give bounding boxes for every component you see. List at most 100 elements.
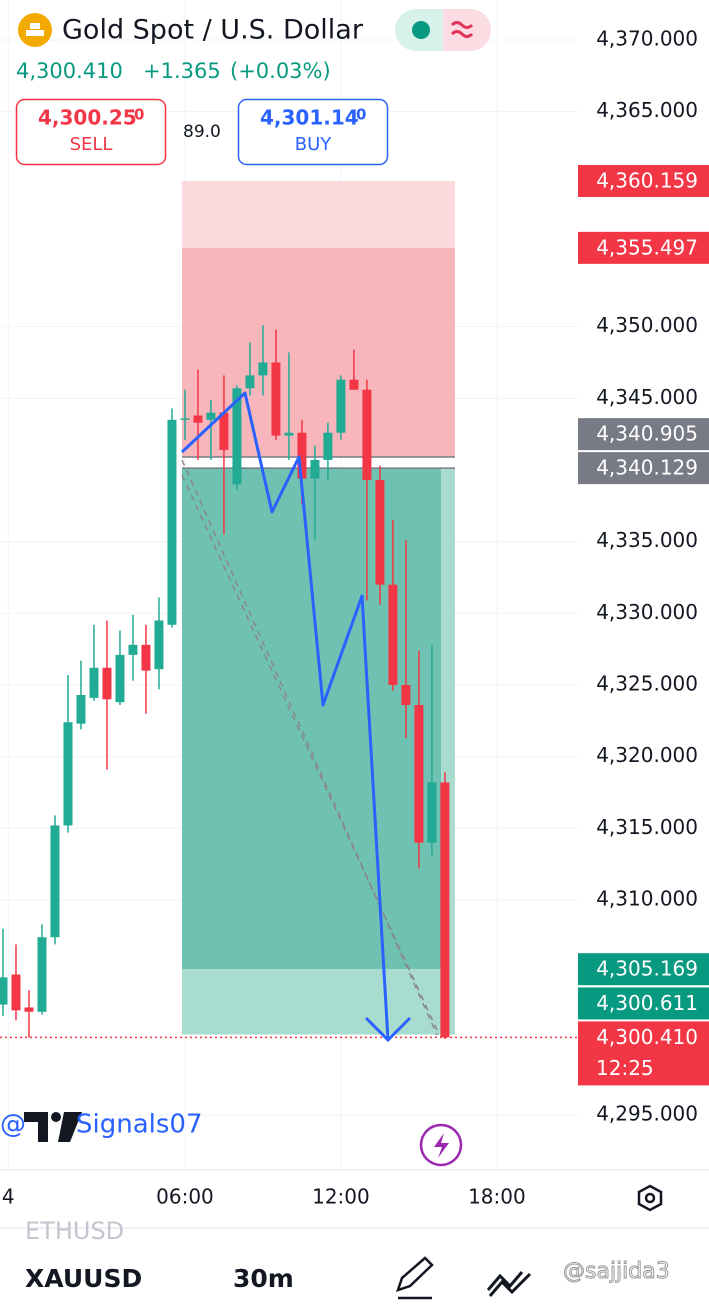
price-tag — [578, 452, 709, 485]
price-tag — [578, 953, 709, 986]
buy-price: 4,301.14 — [260, 106, 359, 130]
y-tick-label: 4,335.000 — [596, 528, 698, 552]
candle-body — [401, 684, 411, 706]
sell-label: SELL — [70, 134, 113, 155]
tv-logo-dot — [51, 1112, 61, 1122]
arrow-head — [364, 1016, 412, 1043]
change-pct: (+0.03%) — [230, 59, 331, 83]
price-tag-label: 4,355.497 — [596, 235, 698, 259]
watermark-text: Signals07 — [76, 1110, 203, 1140]
price-tag — [578, 418, 709, 451]
candle-body — [362, 389, 372, 481]
candle-body — [102, 667, 112, 700]
price-tag-label: 4,340.129 — [596, 456, 698, 480]
candle-body — [141, 644, 151, 671]
wave-icon — [450, 21, 474, 38]
candle-body — [193, 415, 203, 423]
drawings — [180, 391, 438, 1043]
candle-body — [232, 388, 242, 485]
watermark-at: @ — [0, 1110, 26, 1140]
candle-body — [128, 644, 138, 655]
candle-body — [206, 412, 216, 420]
tv-logo — [24, 1112, 48, 1142]
y-tick-label: 4,330.000 — [596, 600, 698, 624]
credit-watermark: @sajjida3 — [563, 1259, 670, 1284]
interval[interactable]: 30m — [233, 1264, 294, 1293]
candle-body — [50, 825, 60, 938]
candle-body — [154, 620, 164, 670]
position-zones — [182, 181, 455, 1035]
y-tick-label: 4,295.000 — [596, 1101, 698, 1125]
draw-icon[interactable] — [396, 1256, 434, 1300]
price-tag-time: 12:25 — [596, 1056, 654, 1080]
candle-body — [310, 459, 320, 479]
price-tag-label: 4,305.169 — [596, 957, 698, 981]
candle-body — [89, 667, 99, 698]
buy-label: BUY — [295, 134, 333, 155]
candle-body — [414, 705, 424, 843]
candle-body — [375, 480, 385, 585]
buy-pip: 0 — [356, 106, 366, 124]
market-dot — [412, 21, 430, 39]
icon-bar — [30, 23, 40, 29]
candle-body — [349, 379, 359, 390]
price-tag — [578, 1021, 709, 1086]
arrow-path — [180, 391, 390, 1041]
buy-button[interactable] — [237, 98, 389, 166]
candle-body — [336, 379, 346, 433]
candle-body — [180, 418, 190, 420]
candle-body — [297, 432, 307, 479]
pill-right — [443, 9, 491, 51]
candle-body — [219, 412, 229, 450]
symbol[interactable]: XAUUSD — [25, 1264, 142, 1293]
settings-icon[interactable] — [637, 1184, 663, 1212]
price-tag-label: 4,340.905 — [596, 422, 698, 446]
sell-pip: 0 — [134, 106, 144, 124]
tab-clip: ETHUSD — [25, 1217, 124, 1245]
y-tick-label: 4,345.000 — [596, 385, 698, 409]
zone — [182, 468, 441, 970]
candle-body — [271, 362, 281, 436]
settings-dot — [644, 1192, 656, 1204]
candle-body — [440, 782, 450, 1038]
spread: 89.0 — [183, 122, 221, 142]
last-price: 4,300.410 — [16, 59, 123, 83]
header: Gold Spot / U.S. Dollar 4,300.410 +1.365… — [15, 9, 491, 166]
y-tick-label: 4,320.000 — [596, 743, 698, 767]
indicator-icon[interactable] — [486, 1271, 532, 1297]
tab-prev[interactable]: ETHUSD — [25, 1217, 124, 1245]
watermark: @ Signals07 — [0, 1110, 463, 1167]
x-tick-label: 12:00 — [312, 1185, 370, 1209]
icon-bar — [26, 30, 44, 36]
candle-body — [11, 974, 21, 1011]
sell-price: 4,300.25 — [38, 106, 137, 130]
candle-body — [323, 432, 333, 460]
candle-body — [76, 695, 86, 724]
x-tick-label: 4 — [2, 1185, 15, 1209]
tv-logo-slash — [58, 1112, 82, 1142]
candle-body — [258, 362, 268, 376]
dashed-line — [181, 459, 438, 1036]
change: +1.365 — [143, 59, 221, 83]
x-tick-label: 18:00 — [468, 1185, 526, 1209]
y-tick-label: 4,310.000 — [596, 886, 698, 910]
y-tick-label: 4,350.000 — [596, 313, 698, 337]
y-tick-label: 4,315.000 — [596, 815, 698, 839]
candle-body — [167, 419, 177, 625]
lightning-icon — [434, 1133, 449, 1158]
x-tick-label: 06:00 — [156, 1185, 214, 1209]
candle-body — [388, 584, 398, 685]
candle-body — [37, 937, 47, 1012]
sell-button[interactable] — [15, 98, 167, 166]
y-tick-label: 4,365.000 — [596, 98, 698, 122]
price-tag-label: 4,300.611 — [596, 991, 698, 1015]
zone — [182, 969, 455, 1035]
price-tag-label: 4,300.410 — [596, 1025, 698, 1049]
price-tag-label: 4,360.159 — [596, 169, 698, 193]
title: Gold Spot / U.S. Dollar — [62, 15, 364, 46]
candle-body — [115, 654, 125, 703]
time-axis: 4 06:00 12:00 18:00 — [2, 1185, 526, 1209]
candle-body — [0, 977, 8, 1005]
